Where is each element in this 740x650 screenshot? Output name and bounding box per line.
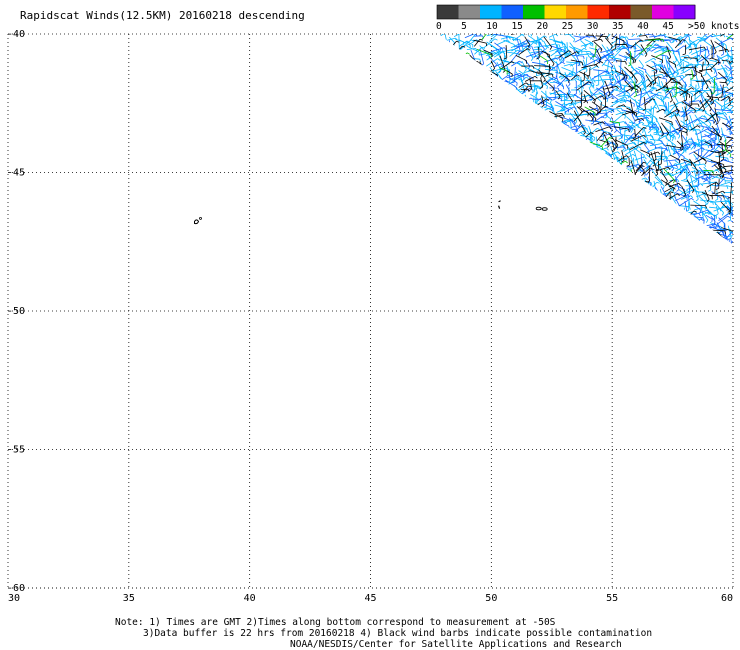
wind-barbs <box>436 26 740 263</box>
colorbar-swatch <box>566 5 588 19</box>
colorbar-swatch <box>480 5 502 19</box>
grid-lines <box>8 34 733 588</box>
colorbar-swatch <box>631 5 653 19</box>
y-tick-label: -45 <box>7 168 25 179</box>
island-shape <box>542 208 547 211</box>
colorbar-swatch <box>437 5 459 19</box>
colorbar-label: 30 <box>587 21 599 32</box>
colorbar-label: 35 <box>612 21 623 32</box>
colorbar-label: 20 <box>537 21 549 32</box>
island-outline <box>499 201 501 209</box>
colorbar-swatch <box>502 5 524 19</box>
note-line-3: NOAA/NESDIS/Center for Satellite Applica… <box>290 639 622 650</box>
colorbar-label: 15 <box>511 21 522 32</box>
note-line-1: Note: 1) Times are GMT 2)Times along bot… <box>115 617 555 628</box>
colorbar-swatch <box>609 5 631 19</box>
x-tick-label: 60 <box>721 593 733 604</box>
colorbar-label: 25 <box>562 21 573 32</box>
x-tick-label: 45 <box>364 593 376 604</box>
y-axis-ticks: -40 -45 -50 -55 -60 <box>7 29 25 594</box>
y-tick-label: -50 <box>7 306 25 317</box>
colorbar-swatch <box>588 5 610 19</box>
colorbar-swatch <box>523 5 545 19</box>
island-shape <box>536 207 541 210</box>
colorbar-label: 10 <box>486 21 498 32</box>
colorbar-label: 40 <box>637 21 649 32</box>
note-line-2: 3)Data buffer is 22 hrs from 20160218 4)… <box>143 628 652 639</box>
x-tick-label: 50 <box>485 593 497 604</box>
x-tick-label: 40 <box>244 593 256 604</box>
island-outline <box>536 207 547 210</box>
colorbar-label: 45 <box>662 21 673 32</box>
x-axis-ticks: 30 35 40 45 50 55 60 <box>8 593 733 604</box>
colorbar-label: 5 <box>461 21 467 32</box>
x-tick-label: 35 <box>123 593 135 604</box>
island-shape <box>195 220 199 224</box>
colorbar-swatch <box>545 5 567 19</box>
x-tick-label: 30 <box>8 593 20 604</box>
y-tick-label: -60 <box>7 583 25 594</box>
wind-barb-group <box>438 27 740 261</box>
y-tick-label: -40 <box>7 29 25 40</box>
colorbar-swatch <box>459 5 481 19</box>
wind-swath <box>436 26 740 263</box>
colorbar-swatch <box>652 5 674 19</box>
colorbar-swatch <box>674 5 696 19</box>
x-tick-label: 55 <box>606 593 618 604</box>
y-tick-label: -55 <box>7 445 25 456</box>
speed-colorbar: 0 5 10 15 20 25 30 35 40 45 >50 knots <box>436 5 739 32</box>
island-outline <box>195 217 202 223</box>
land-features <box>195 201 548 224</box>
colorbar-label: 0 <box>436 21 442 32</box>
island-shape <box>499 201 501 209</box>
island-shape <box>200 217 202 219</box>
colorbar-unit-label: >50 knots <box>688 21 739 32</box>
